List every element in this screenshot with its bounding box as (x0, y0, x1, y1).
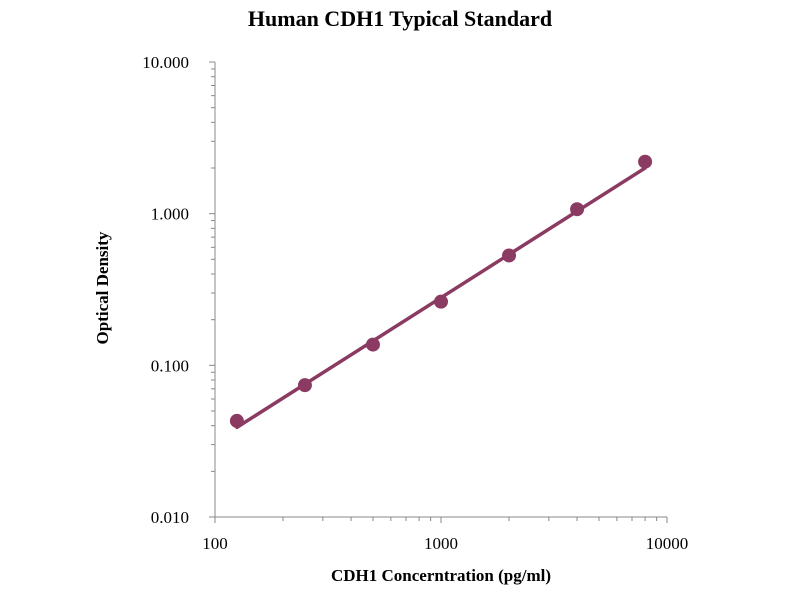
data-points (229, 154, 653, 428)
data-point (229, 413, 244, 428)
tick-labels: 0.010 0.100 1.000 10.000 100 1000 10000 (142, 53, 688, 553)
data-point (502, 248, 517, 263)
tick-marks (209, 61, 668, 523)
data-point (638, 154, 653, 169)
x-tick-label: 10000 (646, 534, 689, 553)
x-axis-label: CDH1 Concerntration (pg/ml) (330, 566, 552, 585)
data-point (434, 294, 448, 309)
chart-title: Human CDH1 Typical Standard (247, 6, 553, 31)
y-axis-label: Optical Density (93, 231, 112, 345)
y-tick-label: 10.000 (142, 53, 189, 72)
data-point (570, 202, 585, 217)
y-tick-label: 0.010 (151, 508, 189, 527)
y-tick-label: 0.100 (151, 356, 189, 375)
x-tick-label: 1000 (424, 534, 458, 553)
data-point (297, 378, 312, 393)
axes (214, 62, 667, 518)
y-tick-label: 1.000 (151, 205, 189, 224)
data-point (365, 337, 380, 352)
x-tick-label: 100 (202, 534, 228, 553)
